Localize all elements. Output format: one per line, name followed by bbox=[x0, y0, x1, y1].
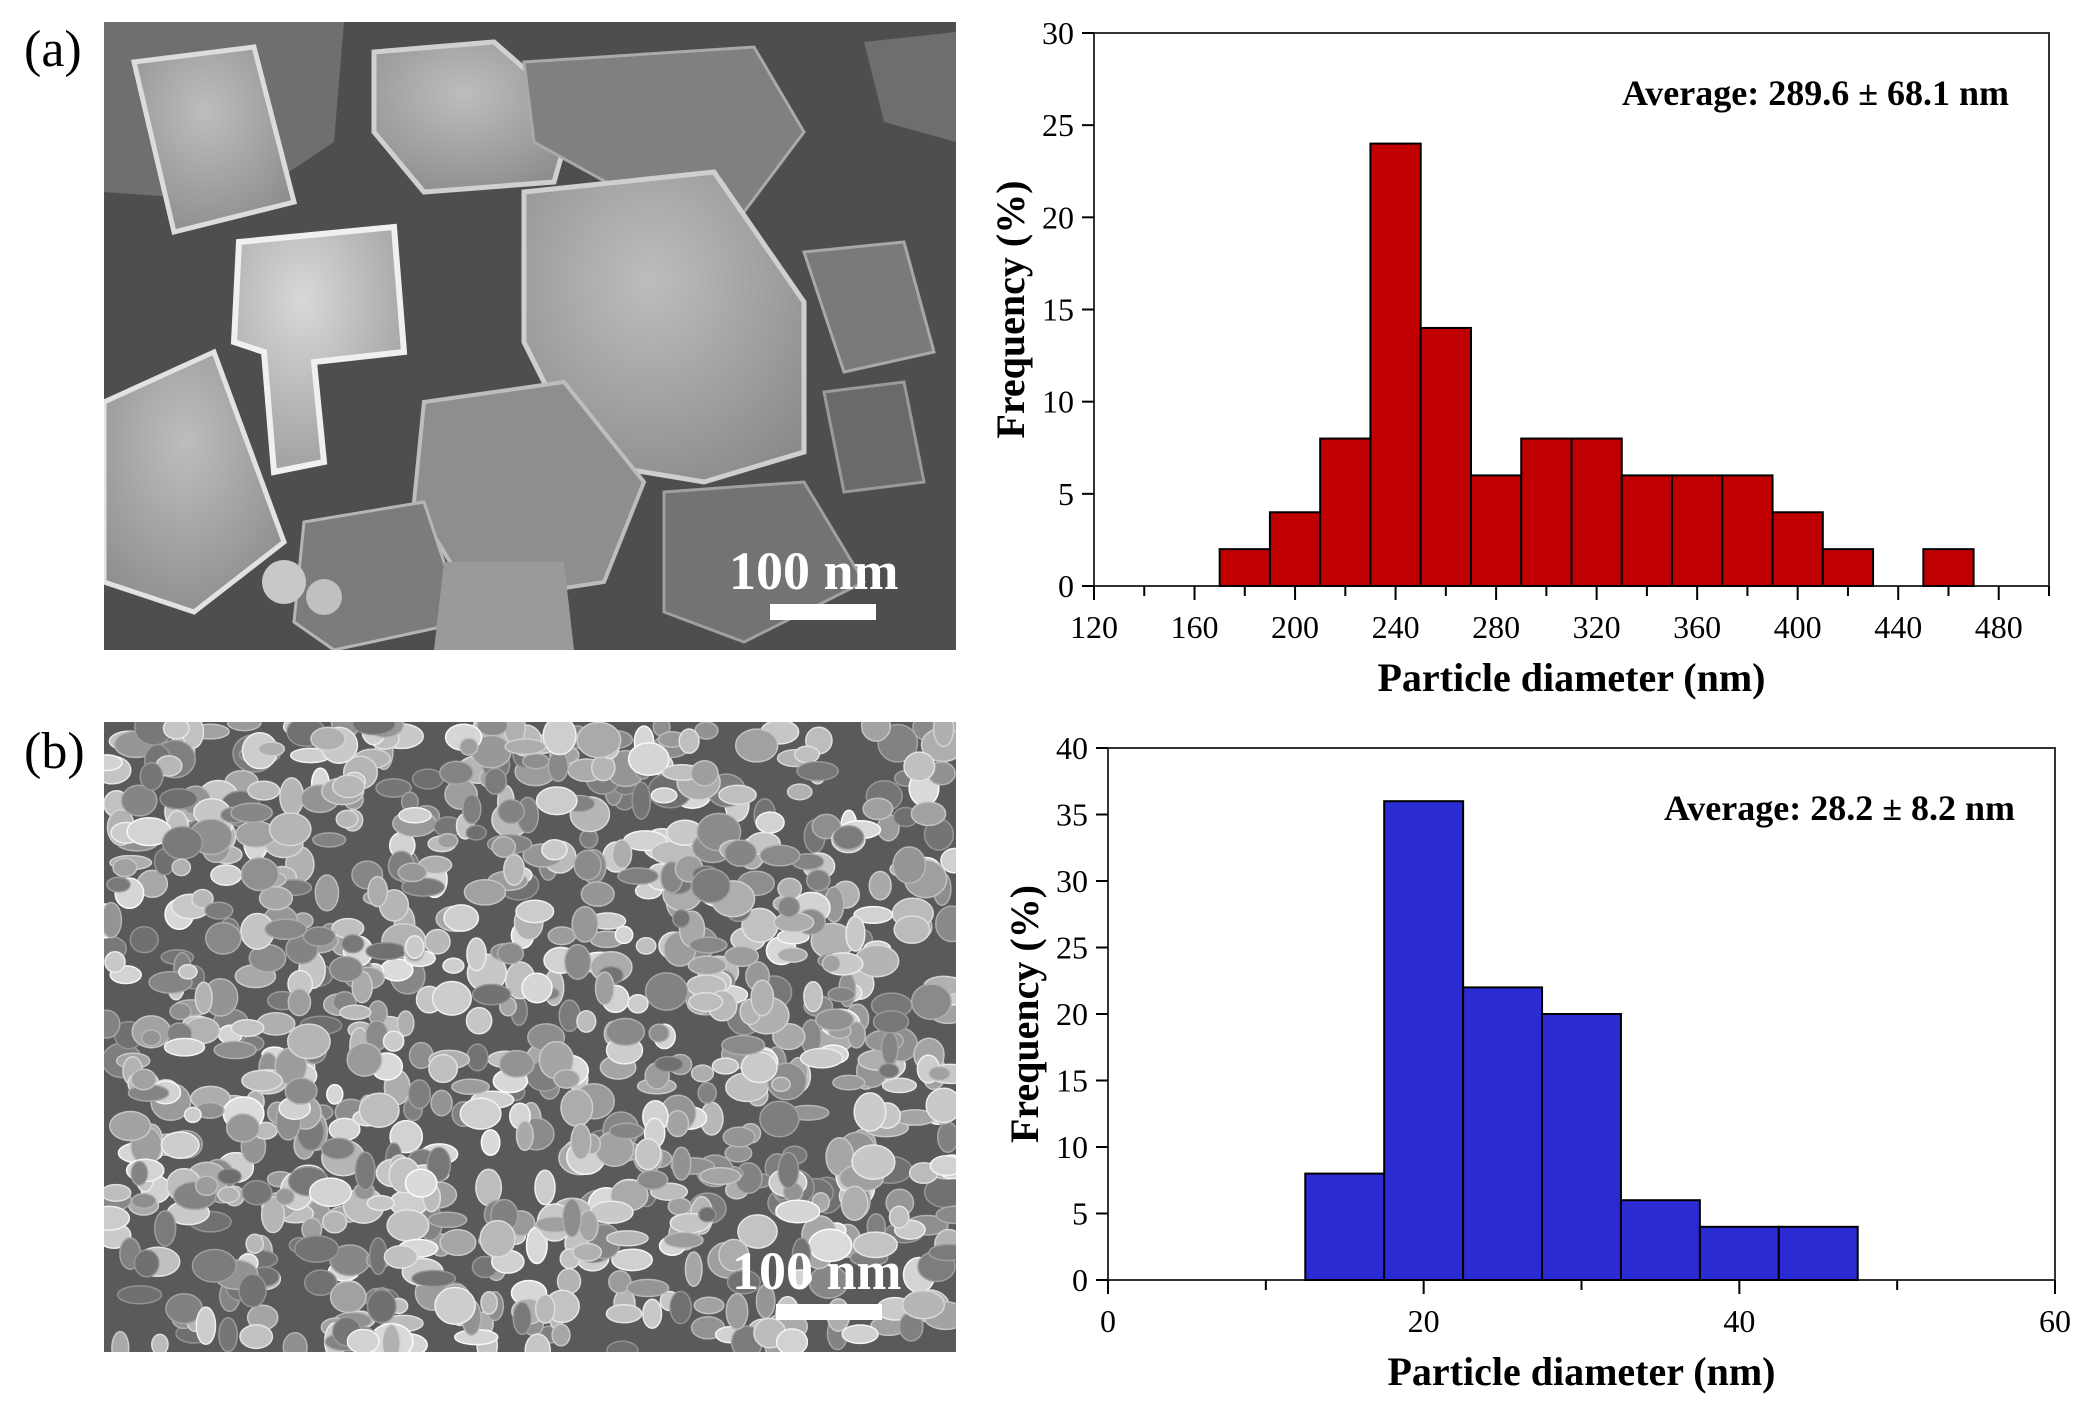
hist-a-x-tick-label: 320 bbox=[1573, 609, 1621, 645]
hist-a-y-tick-label: 15 bbox=[1042, 292, 1074, 328]
hist-b-x-tick-label: 40 bbox=[1723, 1303, 1755, 1339]
hist-a-bar bbox=[1922, 548, 1975, 588]
hist-b-bar bbox=[1462, 986, 1544, 1282]
scale-bar-a bbox=[770, 604, 876, 620]
histogram-a: 0 5 10 15 20 25 30 120 160 200 240 280 320 360 400 440 4… bbox=[988, 15, 2050, 700]
sem-micrograph-a bbox=[104, 22, 956, 650]
hist-a-bar bbox=[1520, 437, 1573, 587]
hist-a-x-tick-label: 360 bbox=[1673, 609, 1721, 645]
hist-a-x-tick-label: 400 bbox=[1774, 609, 1822, 645]
sem-image-a: 100 nm bbox=[104, 22, 956, 650]
hist-b-y-tick-label: 0 bbox=[1072, 1262, 1088, 1298]
sem-image-b: 100 nm bbox=[104, 722, 956, 1352]
hist-b-y-tick-label: 30 bbox=[1056, 863, 1088, 899]
hist-b-y-tick-label: 35 bbox=[1056, 797, 1088, 833]
hist-a-x-tick-label: 280 bbox=[1472, 609, 1520, 645]
hist-a-x-tick-label: 440 bbox=[1874, 609, 1922, 645]
hist-a-x-tick-label: 120 bbox=[1070, 609, 1118, 645]
hist-a-y-tick-label: 0 bbox=[1058, 568, 1074, 604]
sem-micrograph-b bbox=[104, 722, 956, 1352]
hist-a-bar bbox=[1268, 511, 1322, 587]
hist-b-average-annotation: Average: 28.2 ± 8.2 nm bbox=[1664, 788, 2015, 828]
hist-b-y-axis-label: Frequency (%) bbox=[1002, 885, 1047, 1143]
hist-a-x-tick-label: 160 bbox=[1171, 609, 1219, 645]
hist-b-bar bbox=[1777, 1225, 1859, 1282]
hist-b-bar bbox=[1698, 1225, 1780, 1282]
hist-a-y-tick-label: 25 bbox=[1042, 107, 1074, 143]
hist-b-bar bbox=[1304, 1172, 1386, 1281]
hist-b-y-tick-label: 10 bbox=[1056, 1129, 1088, 1165]
hist-a-x-axis-label: Particle diameter (nm) bbox=[1378, 655, 1766, 700]
hist-b-x-tick-label: 0 bbox=[1100, 1303, 1116, 1339]
scale-bar-b bbox=[776, 1304, 882, 1320]
hist-b-y-tick-label: 25 bbox=[1056, 930, 1088, 966]
hist-a-y-tick-label: 20 bbox=[1042, 199, 1074, 235]
hist-a-y-tick-label: 10 bbox=[1042, 384, 1074, 420]
hist-b-bar bbox=[1383, 800, 1465, 1281]
hist-b-x-tick-label: 20 bbox=[1408, 1303, 1440, 1339]
panel-label-a: (a) bbox=[24, 21, 82, 78]
scale-bar-label-a: 100 nm bbox=[729, 541, 899, 601]
hist-a-average-annotation: Average: 289.6 ± 68.1 nm bbox=[1622, 73, 2009, 113]
hist-a-x-tick-label: 480 bbox=[1975, 609, 2023, 645]
hist-a-bar bbox=[1821, 548, 1875, 588]
hist-b-y-tick-label: 5 bbox=[1072, 1196, 1088, 1232]
panel-label-b: (b) bbox=[24, 723, 85, 780]
hist-a-bar bbox=[1218, 548, 1271, 588]
hist-b-x-tick-label: 60 bbox=[2039, 1303, 2071, 1339]
hist-b-bar bbox=[1619, 1199, 1701, 1281]
hist-a-bar bbox=[1419, 326, 1472, 587]
hist-a-y-tick-label: 5 bbox=[1058, 476, 1074, 512]
hist-a-x-tick-label: 200 bbox=[1271, 609, 1319, 645]
hist-a-x-tick-label: 240 bbox=[1372, 609, 1420, 645]
hist-b-y-tick-label: 40 bbox=[1056, 730, 1088, 766]
hist-a-y-tick-label: 30 bbox=[1042, 15, 1074, 51]
hist-b-y-tick-label: 20 bbox=[1056, 996, 1088, 1032]
hist-a-bar bbox=[1570, 437, 1623, 587]
hist-b-y-tick-label: 15 bbox=[1056, 1063, 1088, 1099]
hist-a-y-axis-label: Frequency (%) bbox=[988, 180, 1033, 438]
hist-b-bar bbox=[1541, 1013, 1622, 1281]
scale-bar-label-b: 100 nm bbox=[732, 1241, 902, 1301]
hist-a-bar bbox=[1469, 474, 1523, 587]
hist-b-x-axis-label: Particle diameter (nm) bbox=[1388, 1349, 1776, 1394]
